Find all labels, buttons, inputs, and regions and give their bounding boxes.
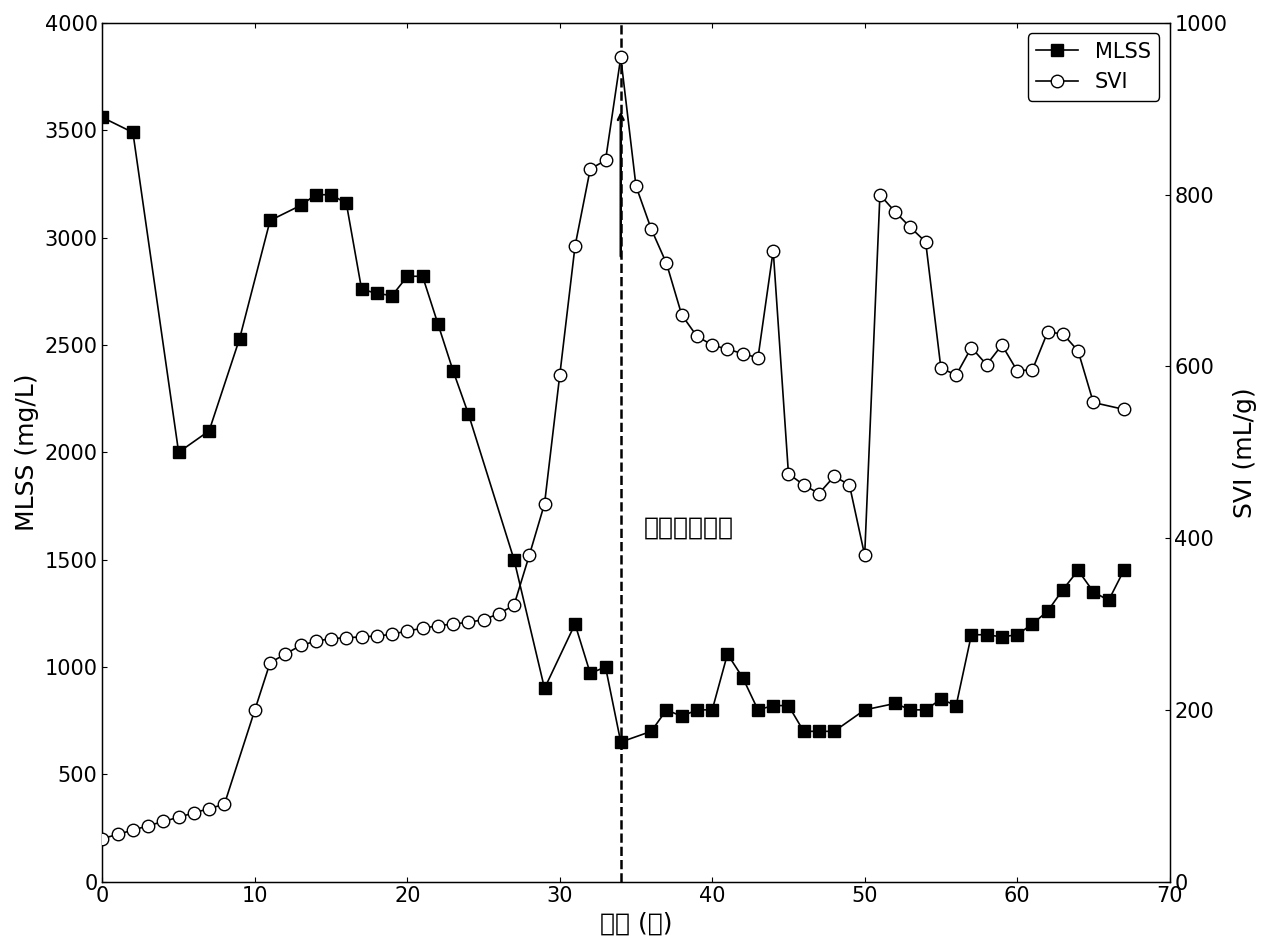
MLSS [338,198,354,209]
SVI [170,811,186,823]
SVI [613,51,628,63]
MLSS [613,736,628,747]
X-axis label: 时间 (天): 时间 (天) [600,912,672,936]
SVI [1040,326,1056,338]
SVI [415,623,430,634]
MLSS [766,700,781,711]
Y-axis label: MLSS (mg/L): MLSS (mg/L) [15,374,39,531]
MLSS [95,111,111,123]
Line: MLSS: MLSS [97,112,1130,747]
Line: SVI: SVI [97,51,1130,844]
SVI [95,833,111,844]
Legend: MLSS, SVI: MLSS, SVI [1028,33,1159,101]
SVI [903,222,918,233]
MLSS [567,618,583,630]
SVI [537,498,552,510]
Y-axis label: SVI (mL/g): SVI (mL/g) [1233,387,1257,517]
MLSS [857,704,873,715]
SVI [354,631,369,643]
MLSS [781,700,796,711]
MLSS [735,672,750,684]
MLSS [1117,565,1132,576]
SVI [1117,403,1132,415]
Text: 开始批次试验: 开始批次试验 [644,515,734,539]
